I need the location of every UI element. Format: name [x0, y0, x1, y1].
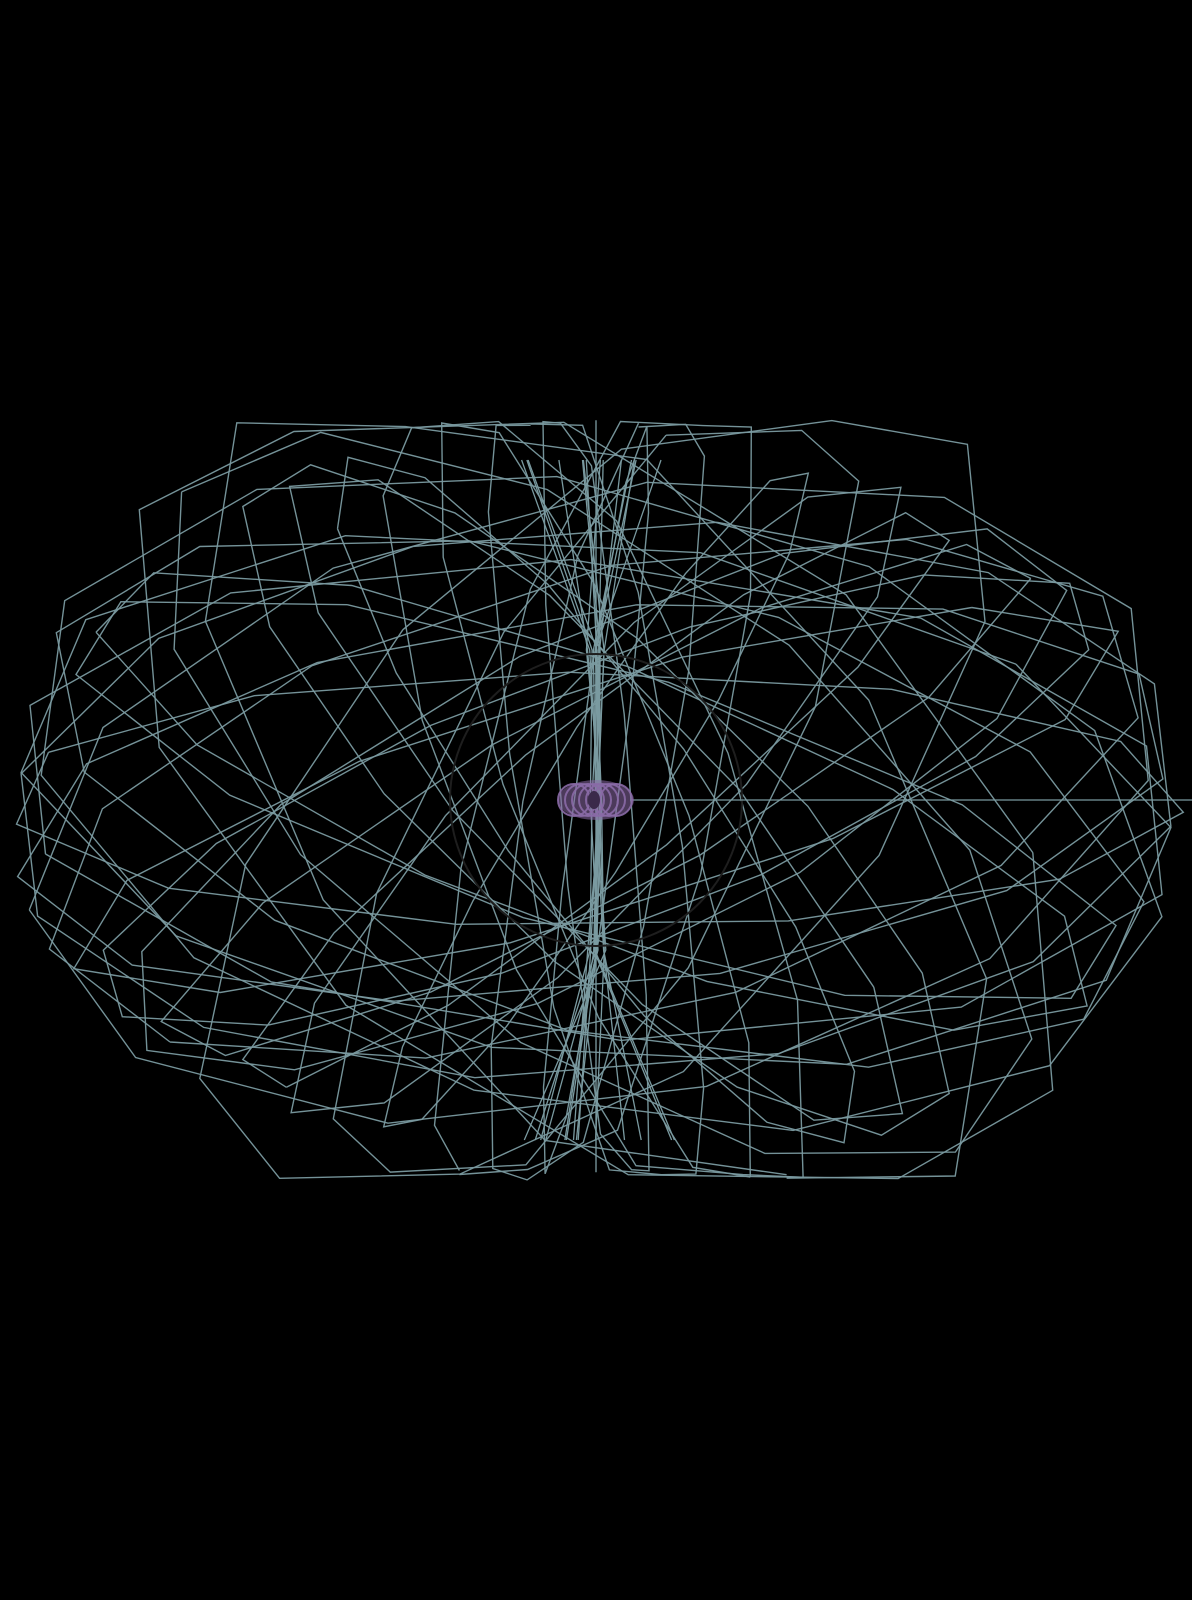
wire-loop — [173, 431, 1033, 1155]
wire-loop — [382, 420, 804, 1179]
wire-loop — [72, 606, 1120, 994]
wire-loop — [48, 538, 1139, 1059]
wire-loop — [16, 604, 1164, 1002]
wire-loop — [160, 543, 1032, 1057]
wire-loop — [487, 423, 705, 1176]
wire-loop — [55, 540, 1145, 1068]
core-ring — [578, 783, 612, 817]
wire-loop — [336, 456, 856, 1144]
wire-loop — [75, 600, 1117, 1000]
core-ring — [571, 783, 605, 817]
wire-loop — [290, 486, 902, 1114]
center-core-cluster — [557, 780, 634, 820]
wire-loop — [433, 420, 753, 1176]
wire-loop — [242, 464, 950, 1136]
wire-loop — [490, 422, 706, 1181]
core-ring — [585, 783, 619, 817]
wire-loop — [288, 479, 904, 1121]
wire-loop — [138, 421, 1054, 1180]
wireframe-loops — [15, 419, 1185, 1181]
wire-loop — [15, 671, 1185, 926]
wire-loop — [29, 558, 1163, 1042]
wire-loop — [204, 422, 988, 1179]
wire-loop — [20, 521, 1172, 1079]
wire-loop — [332, 429, 860, 1173]
wire-loop — [28, 481, 1149, 1124]
wire-loop — [95, 572, 1088, 1031]
core-center-dot — [588, 791, 600, 809]
wire-loop — [199, 419, 986, 1180]
wire-loop — [241, 511, 951, 1088]
wire-loop — [102, 574, 1090, 1026]
